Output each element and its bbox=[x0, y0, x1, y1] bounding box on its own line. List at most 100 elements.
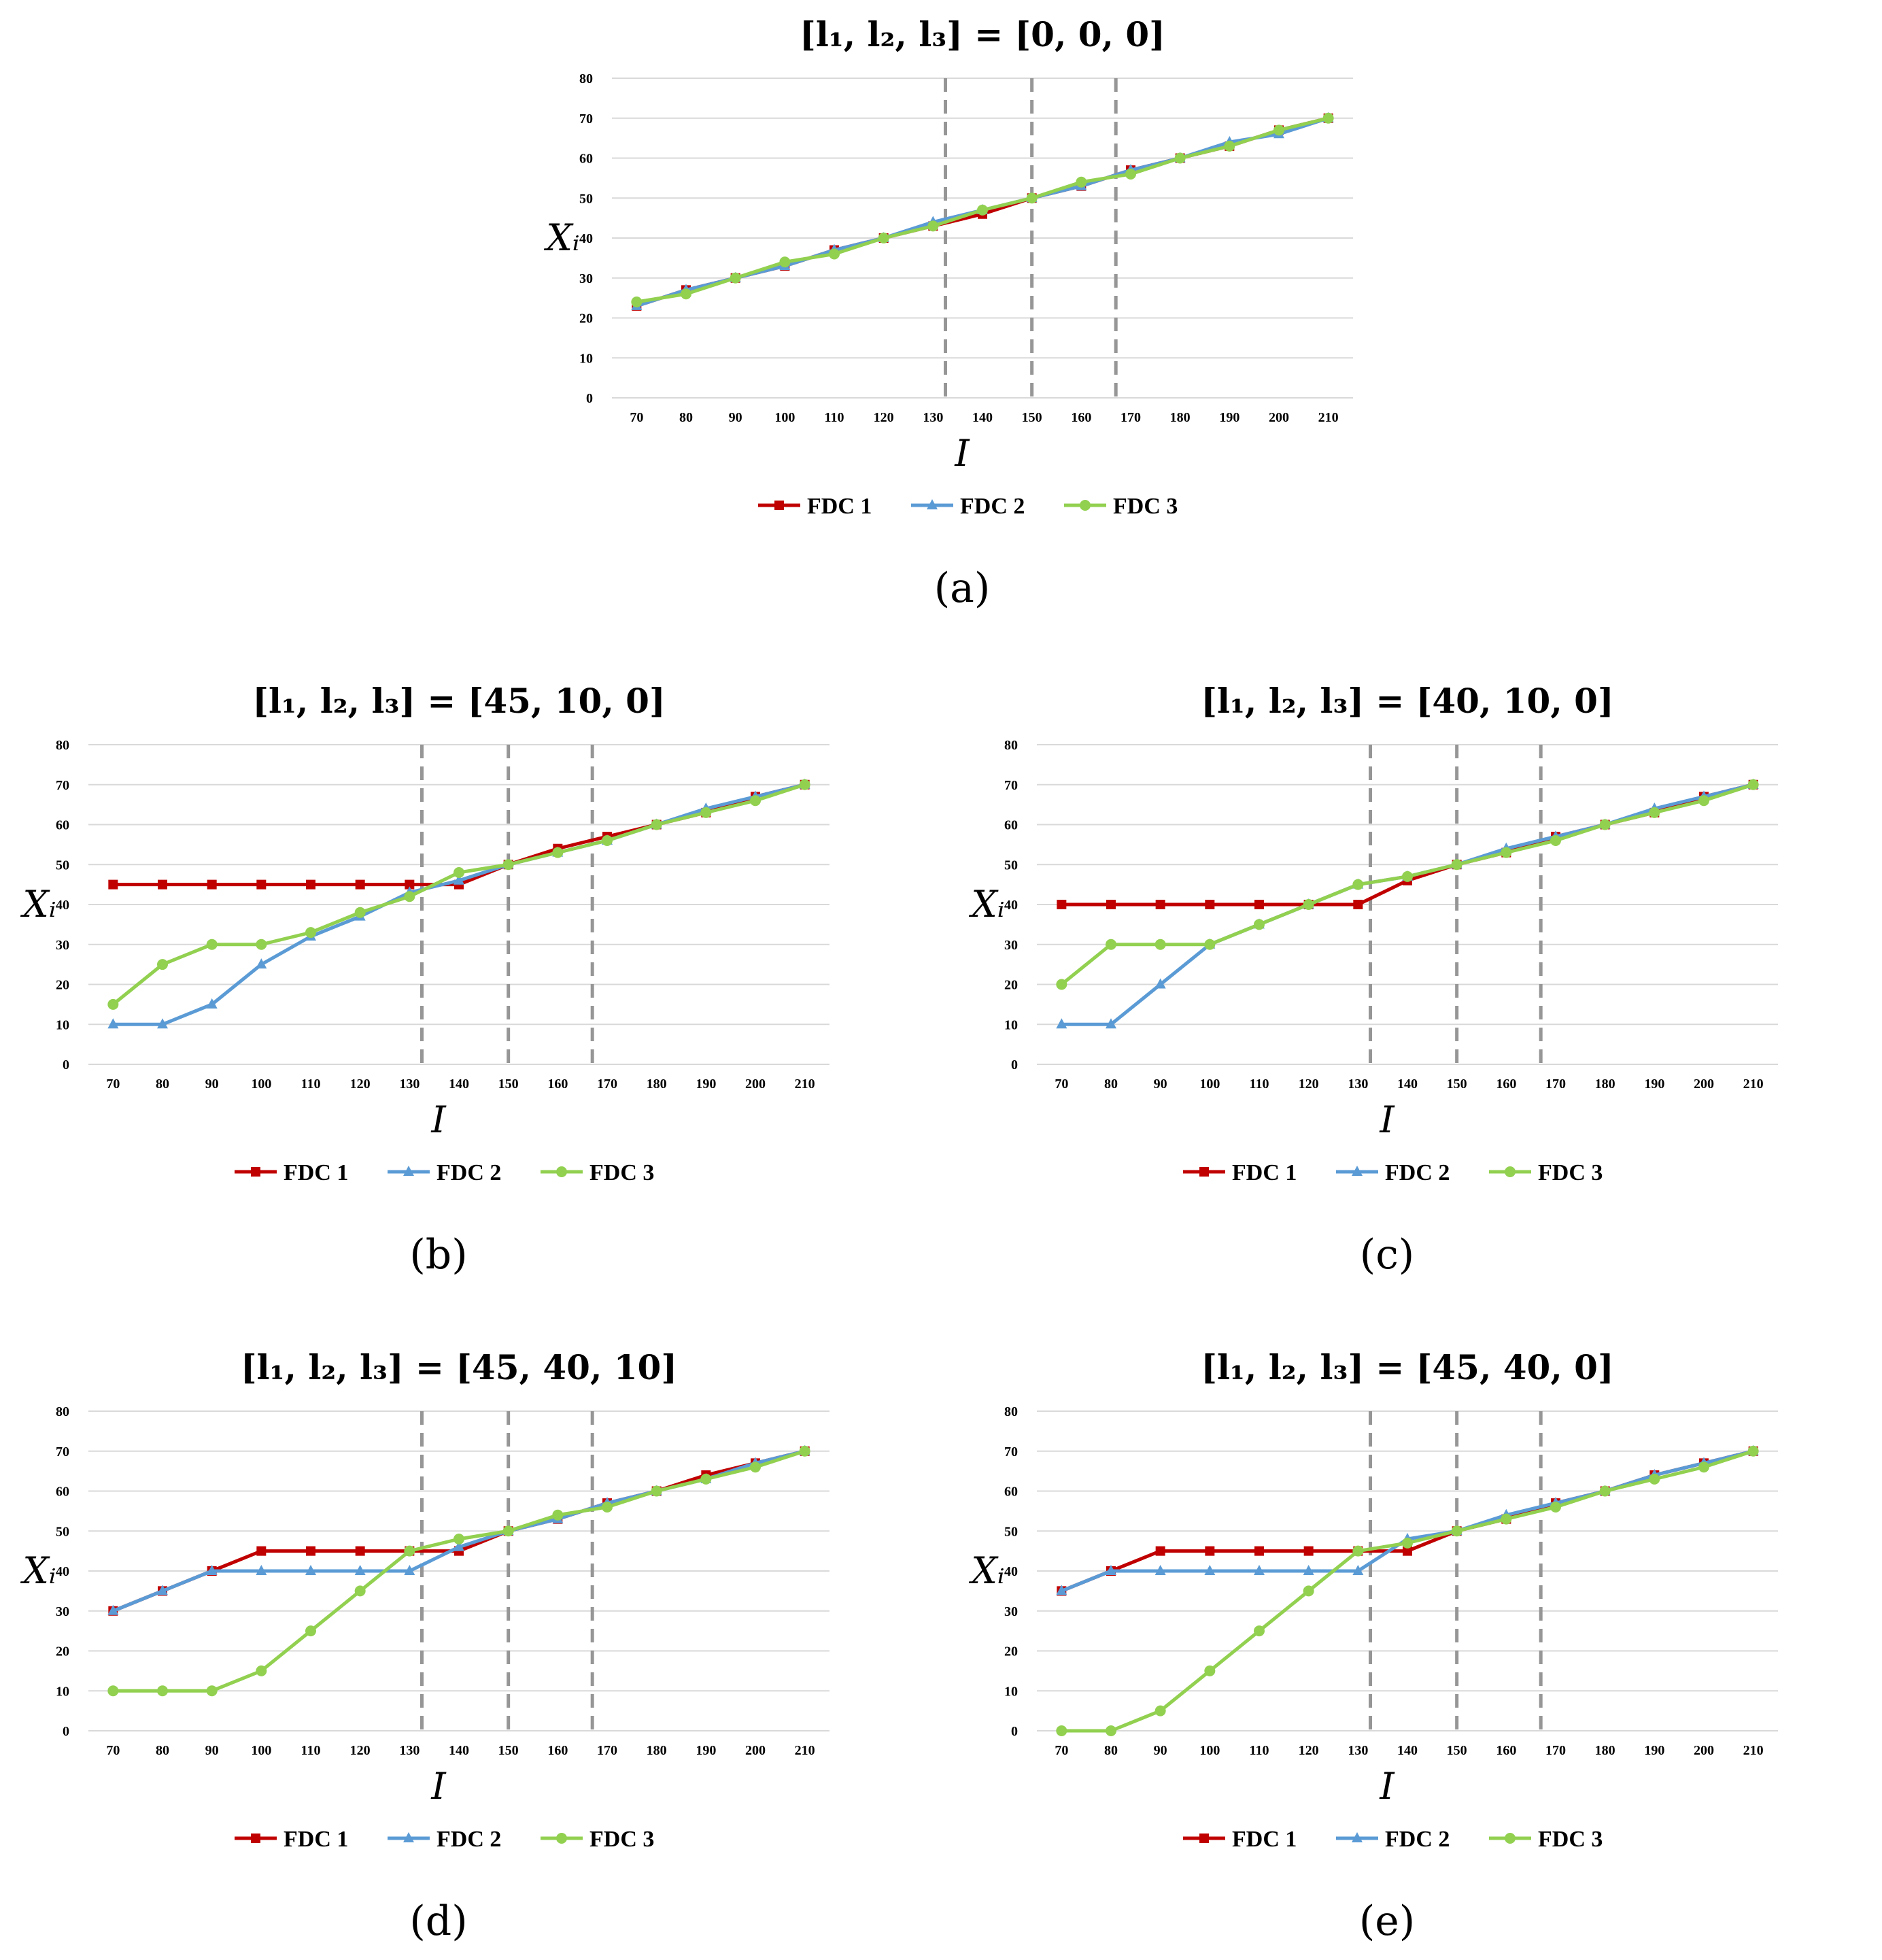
legend-label: FDC 3 bbox=[1113, 494, 1178, 519]
data-point bbox=[206, 1685, 218, 1697]
x-tick-label: 110 bbox=[825, 410, 844, 425]
legend-label: FDC 2 bbox=[1385, 1160, 1450, 1185]
x-tick-label: 100 bbox=[1199, 1077, 1220, 1092]
legend-item: FDC 2 bbox=[388, 1827, 501, 1852]
x-axis-label: I bbox=[1379, 1098, 1395, 1141]
data-point bbox=[157, 1685, 168, 1697]
x-tick-label: 140 bbox=[1397, 1077, 1418, 1092]
legend-item: FDC 1 bbox=[1183, 1827, 1297, 1852]
legend-item: FDC 1 bbox=[758, 494, 872, 519]
x-tick-label: 120 bbox=[1299, 1077, 1319, 1092]
chart-svg: [l₁, l₂, l₃] = [0, 0, 0] 0 10 20 30 40 50 60 70 8… bbox=[543, 14, 1353, 612]
data-point bbox=[1599, 819, 1611, 830]
y-axis-label: Xᵢ bbox=[20, 883, 56, 926]
y-tick-label: 60 bbox=[579, 152, 593, 167]
legend-label: FDC 2 bbox=[437, 1160, 501, 1185]
x-tick-label: 180 bbox=[1595, 1077, 1615, 1092]
data-point bbox=[602, 835, 613, 846]
chart-svg: [l₁, l₂, l₃] = [45, 40, 10] 0 10 20 30 40 50 60… bbox=[20, 1347, 829, 1945]
legend-marker bbox=[1505, 1833, 1516, 1844]
legend-item: FDC 1 bbox=[235, 1160, 348, 1185]
y-tick-label: 0 bbox=[586, 391, 593, 406]
data-point bbox=[354, 1565, 366, 1575]
y-tick-label: 50 bbox=[1004, 858, 1018, 873]
data-point bbox=[1224, 140, 1235, 152]
y-tick-label: 10 bbox=[56, 1684, 69, 1699]
x-tick-label: 190 bbox=[696, 1077, 716, 1092]
legend-label: FDC 1 bbox=[1232, 1160, 1297, 1185]
x-tick-label: 170 bbox=[597, 1077, 617, 1092]
x-tick-label: 210 bbox=[1743, 1077, 1764, 1092]
data-point bbox=[1106, 1565, 1116, 1575]
y-tick-label: 0 bbox=[63, 1058, 69, 1072]
legend-marker bbox=[1199, 1834, 1209, 1843]
chart-panel-e: [l₁, l₂, l₃] = [45, 40, 0] 0 10 20 30 40 50 60 7… bbox=[948, 1333, 1785, 1959]
data-point bbox=[1106, 1018, 1116, 1029]
x-tick-label: 210 bbox=[795, 1743, 815, 1758]
data-point bbox=[1451, 859, 1462, 871]
data-point bbox=[404, 891, 415, 902]
panel-caption: (d) bbox=[409, 1897, 467, 1945]
x-tick-label: 200 bbox=[1694, 1743, 1714, 1758]
data-point bbox=[1550, 1502, 1561, 1513]
x-tick-label: 110 bbox=[301, 1743, 321, 1758]
data-point bbox=[1204, 1665, 1216, 1676]
x-tick-label: 210 bbox=[795, 1077, 815, 1092]
legend-item: FDC 2 bbox=[1336, 1160, 1450, 1185]
data-point bbox=[1402, 1537, 1413, 1549]
data-point bbox=[1501, 1513, 1512, 1525]
data-point bbox=[107, 1604, 119, 1615]
x-axis-label: I bbox=[430, 1098, 447, 1141]
y-axis-label: Xᵢ bbox=[968, 883, 1004, 926]
data-point bbox=[799, 1445, 810, 1457]
data-point bbox=[1026, 192, 1038, 204]
series-line bbox=[1061, 1449, 1754, 1593]
data-point bbox=[1254, 919, 1265, 930]
legend-item: FDC 2 bbox=[1336, 1827, 1450, 1852]
x-tick-label: 160 bbox=[547, 1077, 568, 1092]
y-tick-label: 0 bbox=[63, 1724, 69, 1739]
data-point bbox=[631, 297, 643, 307]
x-tick-label: 110 bbox=[301, 1077, 321, 1092]
legend-label: FDC 3 bbox=[589, 1827, 654, 1852]
legend-marker bbox=[1199, 1167, 1209, 1177]
y-tick-label: 60 bbox=[1004, 1485, 1018, 1500]
data-point bbox=[1154, 939, 1166, 950]
data-point bbox=[157, 1018, 168, 1029]
legend-item: FDC 3 bbox=[541, 1827, 654, 1852]
y-tick-label: 40 bbox=[56, 1564, 69, 1579]
data-point bbox=[305, 1625, 316, 1637]
series-fdc-1 bbox=[1057, 779, 1758, 909]
data-point bbox=[779, 256, 791, 268]
x-tick-label: 80 bbox=[156, 1743, 169, 1758]
y-tick-label: 50 bbox=[56, 1524, 69, 1539]
x-tick-label: 200 bbox=[1269, 410, 1289, 425]
data-point bbox=[1254, 1546, 1264, 1556]
y-axis-label: Xᵢ bbox=[20, 1549, 56, 1592]
x-tick-label: 160 bbox=[547, 1743, 568, 1758]
x-tick-label: 150 bbox=[1022, 410, 1042, 425]
y-tick-label: 70 bbox=[1004, 1444, 1018, 1459]
y-tick-label: 60 bbox=[1004, 818, 1018, 833]
x-tick-label: 100 bbox=[1199, 1743, 1220, 1758]
data-point bbox=[1155, 1546, 1165, 1556]
y-tick-label: 40 bbox=[1004, 1564, 1018, 1579]
data-point bbox=[730, 272, 741, 284]
y-tick-label: 80 bbox=[579, 71, 593, 86]
legend-marker bbox=[251, 1834, 260, 1843]
series-fdc-3 bbox=[631, 112, 1334, 307]
data-point bbox=[256, 939, 267, 950]
data-point bbox=[1174, 152, 1186, 164]
x-tick-label: 90 bbox=[729, 410, 742, 425]
chart-svg: [l₁, l₂, l₃] = [45, 40, 0] 0 10 20 30 40 50 60 7… bbox=[968, 1347, 1778, 1945]
legend-marker bbox=[1080, 500, 1091, 511]
legend-item: FDC 2 bbox=[388, 1160, 501, 1185]
x-axis-label: I bbox=[430, 1765, 447, 1808]
y-axis-label: Xᵢ bbox=[543, 216, 579, 259]
legend-item: FDC 3 bbox=[1489, 1160, 1603, 1185]
y-tick-label: 70 bbox=[56, 778, 69, 793]
data-point bbox=[1056, 979, 1067, 990]
data-point bbox=[829, 248, 840, 260]
series-fdc-3 bbox=[1056, 1445, 1759, 1736]
data-point bbox=[1056, 1585, 1067, 1595]
